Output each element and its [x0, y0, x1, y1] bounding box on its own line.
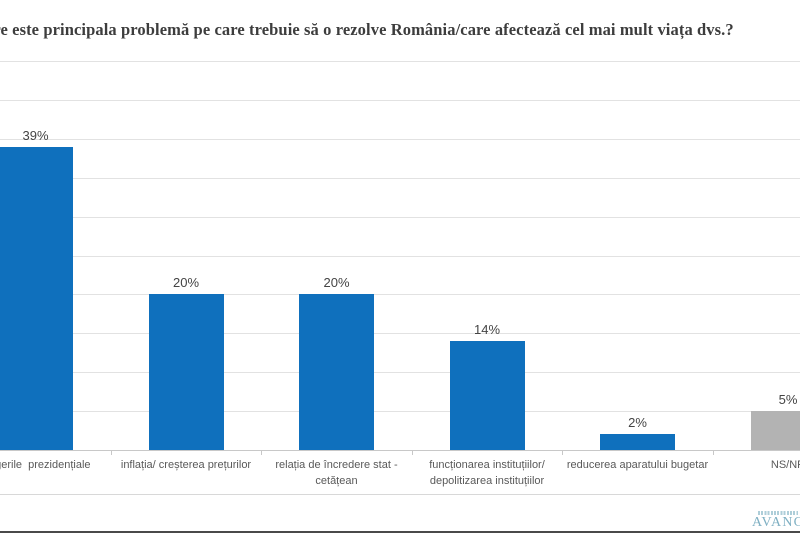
axis-tick-2: [261, 450, 263, 455]
category-label-2: inflația/ creșterea prețurilor: [120, 459, 252, 471]
gridline-50pct: [0, 61, 800, 62]
footer-separator: [0, 494, 800, 495]
slide-bottom-edge: [0, 531, 800, 533]
gridline-30pct: [0, 216, 800, 218]
x-axis-line: [0, 450, 800, 451]
logo-smallprint: [758, 511, 798, 515]
gridline-10pct: [0, 372, 800, 374]
category-label-4: funcționarea instituțiilor/ depolitizare…: [429, 459, 545, 487]
value-label-3: 20%: [323, 275, 350, 291]
axis-tick-5: [712, 450, 714, 455]
value-label-2: 20%: [172, 275, 200, 291]
gridline-45pct: [0, 99, 800, 101]
gridline-25pct: [0, 255, 800, 257]
bar-5: [600, 434, 675, 450]
axis-tick-4: [562, 450, 564, 455]
axis-tick-3: [411, 450, 413, 455]
chart-title: Care este principala problemă pe care tr…: [0, 20, 734, 39]
gridline-35pct: [0, 177, 800, 179]
category-label-3: relația de încredere stat - cetățean: [275, 459, 398, 487]
category-label-1: alegerile prezidențiale: [0, 459, 91, 471]
bar-6: [750, 411, 800, 450]
bar-2: [148, 294, 224, 450]
bar-3: [299, 294, 374, 450]
bar-4: [449, 341, 525, 450]
avangarde-logo: AVANGARDE: [752, 515, 800, 530]
gridline-5pct: [0, 411, 800, 413]
bar-1: [0, 146, 73, 450]
category-label-6: NS/NR: [770, 459, 800, 471]
gridline-20pct: [0, 294, 800, 296]
value-label-4: 14%: [473, 322, 501, 338]
category-label-5: reducerea aparatului bugetar: [566, 459, 709, 471]
value-label-1: 39%: [22, 127, 49, 143]
gridline-40pct: [0, 138, 800, 140]
gridline-15pct: [0, 333, 800, 335]
value-label-5: 2%: [628, 415, 647, 431]
axis-tick-1: [110, 450, 112, 455]
value-label-6: 5%: [778, 392, 798, 408]
